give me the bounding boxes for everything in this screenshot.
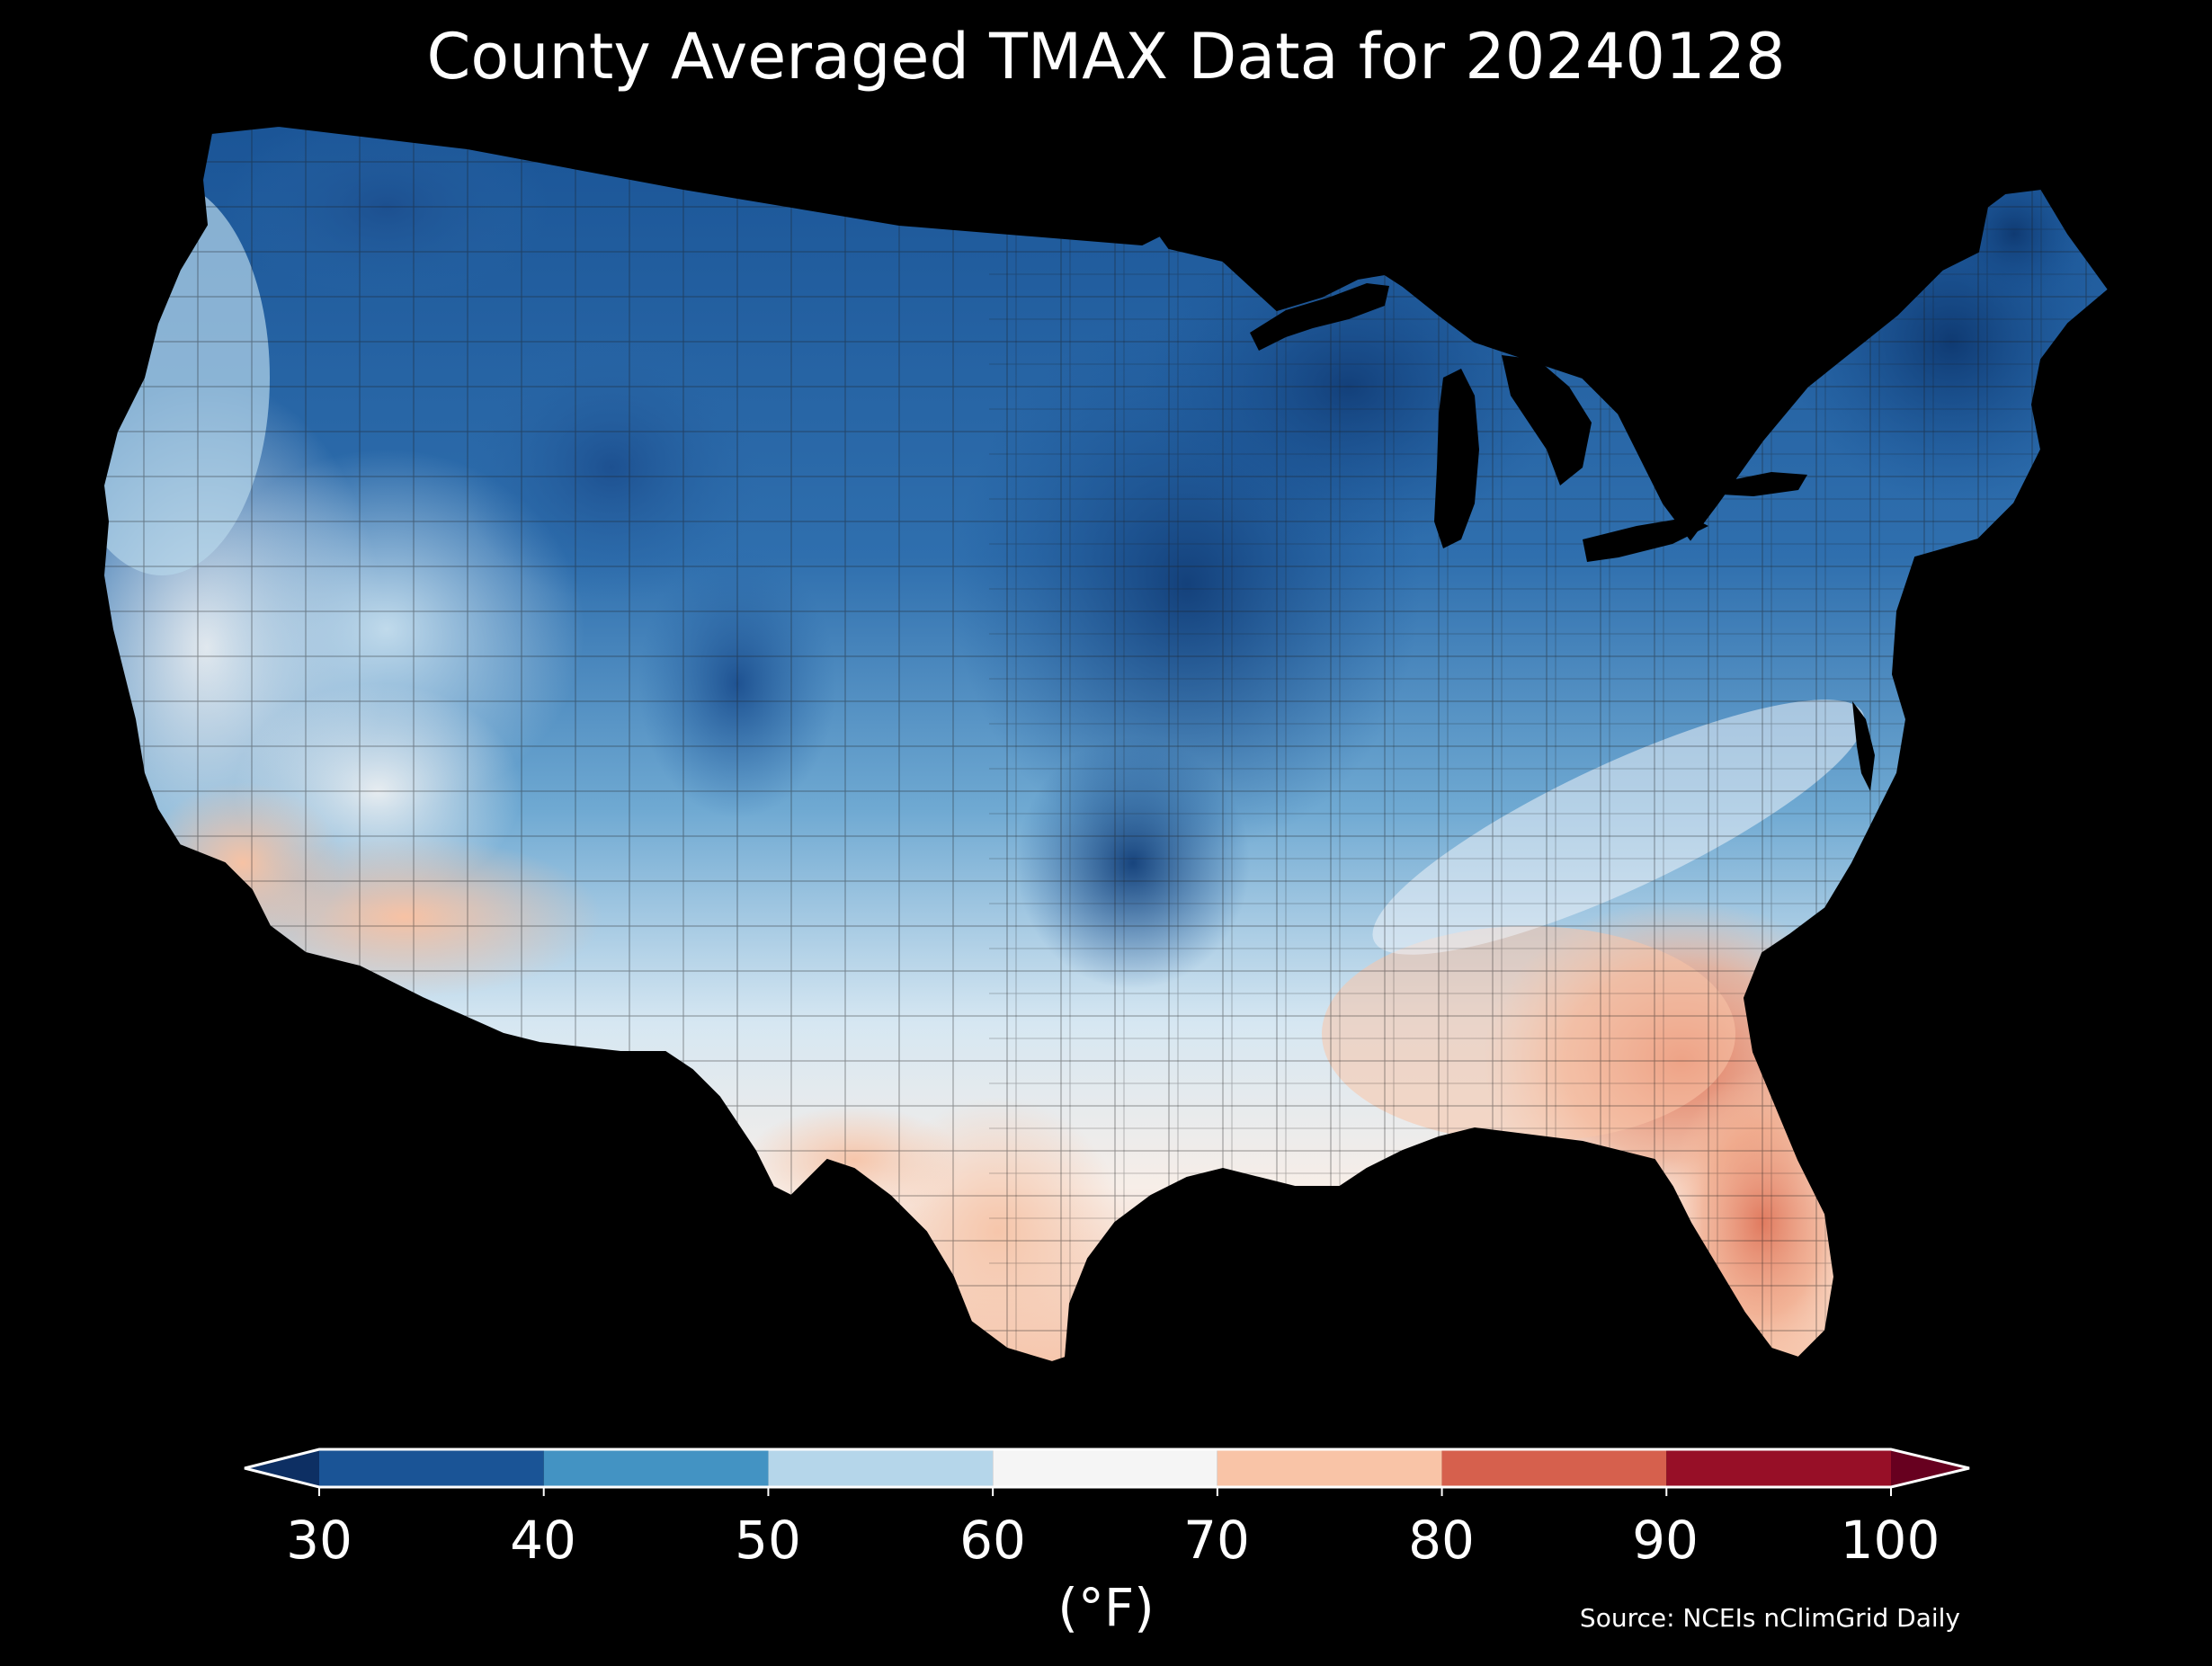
lake-huron	[1502, 355, 1592, 486]
colorbar-unit-label: (°F)	[1057, 1577, 1155, 1638]
colorbar-bin-60-70	[993, 1449, 1217, 1487]
colorbar-under-extension	[245, 1449, 319, 1487]
colorbar-tick-label: 50	[735, 1510, 801, 1571]
conus-temperature-field	[103, 126, 2109, 1362]
colorbar-bin-80-90	[1441, 1449, 1667, 1487]
colorbar-tick-label: 30	[286, 1510, 352, 1571]
colorbar	[244, 1448, 1970, 1496]
colorbar-bin-70-80	[1217, 1449, 1442, 1487]
lake-erie	[1583, 517, 1708, 562]
colorbar-tick-label: 60	[959, 1510, 1026, 1571]
colorbar-tick-label: 40	[510, 1510, 576, 1571]
great-lakes	[1250, 283, 1807, 562]
colorbar-over-extension	[1891, 1449, 1969, 1487]
lake-ontario	[1722, 472, 1807, 496]
colorbar-tick-label: 80	[1408, 1510, 1475, 1571]
colorbar-bin-90-100	[1666, 1449, 1891, 1487]
colorbar-bin-30-40	[319, 1449, 544, 1487]
page-title: County Averaged TMAX Data for 20240128	[426, 20, 1786, 94]
colorbar-bin-40-50	[543, 1449, 769, 1487]
colorbar-tick-label: 90	[1632, 1510, 1699, 1571]
colorbar-tick-label: 70	[1183, 1510, 1250, 1571]
lake-michigan	[1434, 369, 1479, 548]
source-credit: Source: NCEIs nClimGrid Daily	[1579, 1603, 1960, 1633]
chesapeake-bay	[1852, 701, 1875, 791]
colorbar-bin-50-60	[768, 1449, 994, 1487]
lake-superior	[1250, 283, 1389, 351]
colorbar-tick-label: 100	[1840, 1510, 1940, 1571]
